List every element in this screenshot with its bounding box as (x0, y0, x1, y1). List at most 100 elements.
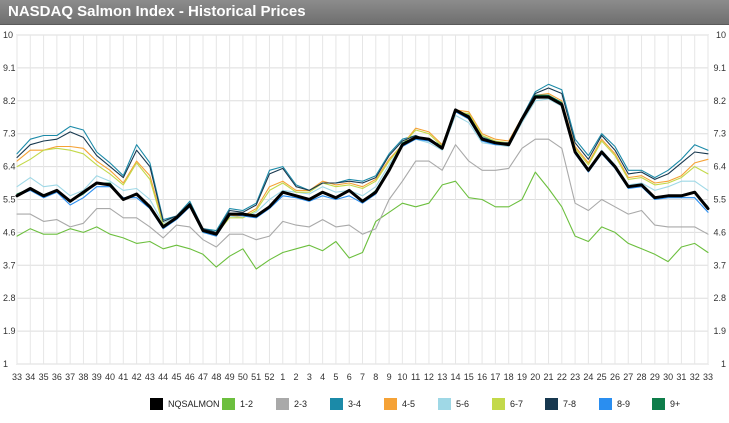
y-tick-label-left: 9.1 (3, 63, 16, 73)
y-tick-label-left: 6.4 (3, 162, 16, 172)
legend-swatch-8-9 (599, 398, 612, 410)
x-tick-label: 47 (198, 372, 208, 382)
x-tick-label: 37 (65, 372, 75, 382)
legend-swatch-7-8 (545, 398, 558, 410)
legend-label-9+: 9+ (670, 399, 680, 409)
legend-label-6-7: 6-7 (510, 399, 523, 409)
legend-label-3-4: 3-4 (348, 399, 361, 409)
x-tick-label: 27 (623, 372, 633, 382)
legend-label-7-8: 7-8 (563, 399, 576, 409)
y-tick-label-right: 6.4 (713, 162, 726, 172)
x-tick-label: 10 (397, 372, 407, 382)
series-line-nqsalmon (15, 95, 710, 236)
x-tick-label: 28 (637, 372, 647, 382)
series-line-7-8 (16, 87, 709, 233)
y-tick-label-right: 8.2 (713, 96, 726, 106)
x-tick-label: 20 (530, 372, 540, 382)
x-tick-label: 40 (105, 372, 115, 382)
x-tick-label: 39 (92, 372, 102, 382)
y-tick-label-left: 1 (3, 359, 8, 369)
series-line-1-2 (16, 171, 709, 270)
x-tick-label: 52 (264, 372, 274, 382)
x-tick-label: 43 (145, 372, 155, 382)
y-tick-label-right: 4.6 (713, 227, 726, 237)
y-tick-label-left: 7.3 (3, 129, 16, 139)
legend-swatch-2-3 (276, 398, 289, 410)
x-tick-label: 23 (570, 372, 580, 382)
x-tick-label: 25 (597, 372, 607, 382)
y-tick-label-right: 3.7 (713, 260, 726, 270)
x-tick-label: 22 (557, 372, 567, 382)
legend-swatch-3-4 (330, 398, 343, 410)
x-tick-label: 48 (211, 372, 221, 382)
legend-swatch-nqsalmon (150, 398, 163, 410)
x-tick-label: 38 (78, 372, 88, 382)
x-tick-label: 11 (411, 372, 420, 382)
y-tick-label-left: 2.8 (3, 293, 16, 303)
x-tick-label: 51 (251, 372, 261, 382)
x-tick-label: 12 (424, 372, 434, 382)
y-tick-label-left: 4.6 (3, 227, 16, 237)
x-tick-label: 16 (477, 372, 487, 382)
x-tick-label: 32 (690, 372, 700, 382)
legend-label-4-5: 4-5 (402, 399, 415, 409)
y-axis-left: 1 1.9 2.8 3.7 4.6 5.5 6.4 7.3 8.2 9.1 10 (3, 30, 16, 369)
x-tick-label: 49 (225, 372, 235, 382)
y-tick-label-right: 5.5 (713, 195, 726, 205)
x-tick-label: 31 (676, 372, 686, 382)
x-tick-label: 34 (25, 372, 35, 382)
x-tick-label: 8 (373, 372, 378, 382)
legend-label-8-9: 8-9 (617, 399, 630, 409)
x-tick-label: 44 (158, 372, 168, 382)
series-line-6-7 (16, 94, 709, 235)
x-tick-label: 19 (517, 372, 527, 382)
x-tick-label: 36 (52, 372, 62, 382)
x-tick-label: 15 (464, 372, 474, 382)
series-line-4-5 (16, 92, 709, 233)
x-tick-label: 21 (544, 372, 554, 382)
legend-swatch-6-7 (492, 398, 505, 410)
legend-swatch-4-5 (384, 398, 397, 410)
y-tick-label-right: 7.3 (713, 129, 726, 139)
legend-label-1-2: 1-2 (240, 399, 253, 409)
x-tick-label: 24 (583, 372, 593, 382)
x-tick-label: 6 (347, 372, 352, 382)
series-lines (15, 83, 710, 270)
y-tick-label-left: 5.5 (3, 195, 16, 205)
legend-label-nqsalmon: NQSALMON (168, 399, 220, 409)
y-tick-label-right: 9.1 (713, 63, 726, 73)
x-tick-label: 9 (387, 372, 392, 382)
page-title: NASDAQ Salmon Index - Historical Prices (8, 3, 306, 20)
x-tick-label: 35 (39, 372, 49, 382)
y-tick-label-right: 2.8 (713, 293, 726, 303)
x-tick-label: 3 (307, 372, 312, 382)
x-tick-label: 33 (12, 372, 22, 382)
x-tick-label: 29 (650, 372, 660, 382)
x-tick-label: 46 (185, 372, 195, 382)
y-tick-label-left: 1.9 (3, 326, 16, 336)
legend-swatch-9+ (652, 398, 665, 410)
x-tick-label: 2 (294, 372, 299, 382)
legend-label-5-6: 5-6 (456, 399, 469, 409)
y-tick-label-left: 10 (3, 30, 13, 40)
y-tick-label-right: 1 (721, 359, 726, 369)
x-tick-label: 18 (504, 372, 514, 382)
x-tick-label: 42 (132, 372, 142, 382)
x-tick-label: 7 (360, 372, 365, 382)
series-line-3-4 (16, 83, 709, 232)
x-tick-label: 17 (490, 372, 500, 382)
legend-label-2-3: 2-3 (294, 399, 307, 409)
legend-swatch-1-2 (222, 398, 235, 410)
y-axis-right: 1 1.9 2.8 3.7 4.6 5.5 6.4 7.3 8.2 9.1 10 (713, 30, 726, 369)
x-tick-label: 13 (437, 372, 447, 382)
y-tick-label-left: 8.2 (3, 96, 16, 106)
x-tick-label: 41 (118, 372, 128, 382)
y-tick-label-left: 3.7 (3, 260, 16, 270)
x-tick-label: 14 (451, 372, 461, 382)
x-tick-label: 30 (663, 372, 673, 382)
chart-title-bar: NASDAQ Salmon Index - Historical Prices (0, 0, 729, 25)
x-tick-label: 4 (320, 372, 325, 382)
x-tick-label: 45 (171, 372, 181, 382)
y-tick-label-right: 10 (716, 30, 726, 40)
legend-swatch-5-6 (438, 398, 451, 410)
